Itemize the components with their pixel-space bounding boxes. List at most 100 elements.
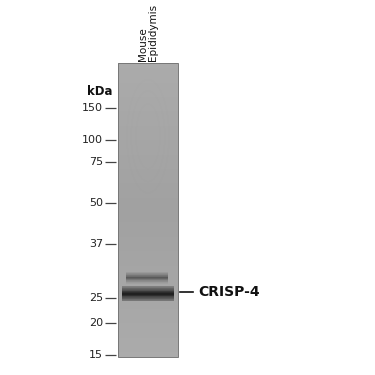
Bar xyxy=(118,147,178,148)
Bar xyxy=(118,116,178,117)
Bar xyxy=(118,284,178,285)
Bar xyxy=(118,217,178,218)
Bar xyxy=(118,85,178,86)
Bar xyxy=(118,83,178,84)
Bar xyxy=(118,151,178,152)
Bar xyxy=(118,330,178,331)
Bar xyxy=(118,310,178,311)
Bar xyxy=(118,262,178,263)
Bar xyxy=(118,176,178,177)
Bar xyxy=(118,259,178,260)
Bar xyxy=(118,246,178,247)
Bar xyxy=(126,280,168,281)
Bar xyxy=(118,315,178,316)
Bar xyxy=(118,299,178,300)
Bar xyxy=(118,184,178,185)
Bar xyxy=(118,190,178,191)
Bar xyxy=(118,269,178,270)
Bar xyxy=(122,290,174,291)
Bar xyxy=(118,88,178,89)
Bar xyxy=(118,222,178,223)
Bar xyxy=(118,292,178,293)
Bar xyxy=(118,175,178,176)
Bar xyxy=(118,101,178,102)
Bar xyxy=(122,295,174,296)
Bar xyxy=(118,158,178,159)
Bar xyxy=(118,285,178,286)
Text: 15: 15 xyxy=(89,350,103,360)
Bar xyxy=(118,114,178,115)
Bar xyxy=(126,278,168,279)
Bar xyxy=(118,239,178,240)
Bar xyxy=(122,291,174,292)
Bar xyxy=(118,185,178,186)
Bar xyxy=(118,277,178,278)
Bar xyxy=(118,67,178,68)
Bar xyxy=(118,236,178,237)
Bar xyxy=(126,272,168,273)
Bar xyxy=(118,301,178,302)
Bar xyxy=(118,348,178,349)
Bar xyxy=(118,202,178,203)
Bar xyxy=(122,299,174,300)
Bar xyxy=(118,223,178,224)
Bar xyxy=(118,204,178,205)
Bar xyxy=(118,260,178,261)
Bar xyxy=(118,250,178,251)
Bar xyxy=(118,196,178,197)
Bar xyxy=(118,306,178,307)
Bar xyxy=(118,355,178,356)
Text: 37: 37 xyxy=(89,239,103,249)
Bar xyxy=(118,169,178,170)
Bar xyxy=(118,213,178,214)
Bar xyxy=(118,265,178,266)
Bar xyxy=(118,132,178,133)
Bar xyxy=(118,240,178,241)
Text: kDa: kDa xyxy=(87,85,113,98)
Bar xyxy=(118,148,178,149)
Bar xyxy=(118,131,178,132)
Bar xyxy=(118,167,178,168)
Bar xyxy=(118,201,178,202)
Bar xyxy=(118,63,178,64)
Bar xyxy=(118,193,178,194)
Bar xyxy=(118,74,178,75)
Bar xyxy=(118,143,178,144)
Bar xyxy=(118,170,178,171)
Text: 20: 20 xyxy=(89,318,103,328)
Bar xyxy=(118,104,178,105)
Bar xyxy=(118,287,178,288)
Bar xyxy=(118,272,178,273)
Bar xyxy=(118,99,178,100)
Bar xyxy=(118,107,178,108)
Bar xyxy=(118,153,178,154)
Bar xyxy=(118,91,178,92)
Bar xyxy=(118,120,178,121)
Bar xyxy=(118,332,178,333)
Bar xyxy=(118,127,178,128)
Text: Epididymis: Epididymis xyxy=(148,4,158,61)
Bar xyxy=(118,238,178,239)
Bar xyxy=(118,178,178,179)
Bar xyxy=(118,303,178,304)
Bar xyxy=(118,125,178,126)
Bar xyxy=(126,279,168,280)
Bar xyxy=(118,129,178,130)
Bar xyxy=(118,81,178,82)
Bar xyxy=(118,352,178,353)
Bar xyxy=(118,93,178,94)
Bar xyxy=(118,63,178,357)
Bar xyxy=(118,105,178,106)
Bar xyxy=(118,191,178,192)
Bar xyxy=(118,92,178,93)
Bar xyxy=(118,339,178,340)
Bar xyxy=(118,138,178,139)
Bar xyxy=(118,350,178,351)
Bar xyxy=(118,137,178,138)
Bar xyxy=(118,171,178,172)
Bar xyxy=(118,219,178,220)
Bar xyxy=(118,183,178,184)
Bar xyxy=(118,353,178,354)
Bar xyxy=(118,340,178,341)
Bar xyxy=(118,279,178,280)
